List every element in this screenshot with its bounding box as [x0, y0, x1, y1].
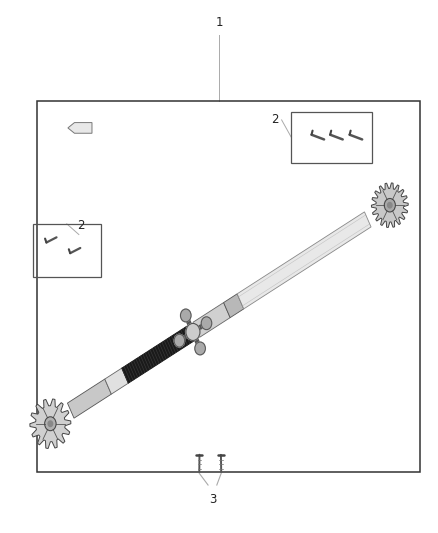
Text: 2: 2 [77, 219, 84, 232]
Polygon shape [68, 123, 92, 133]
Bar [291, 112, 372, 163]
Circle shape [384, 198, 396, 212]
Text: 1: 1 [215, 17, 223, 29]
Polygon shape [371, 183, 408, 228]
Polygon shape [237, 212, 371, 309]
Circle shape [201, 317, 212, 329]
Polygon shape [224, 294, 244, 318]
Polygon shape [67, 379, 111, 418]
Bar [33, 224, 101, 277]
Circle shape [195, 342, 205, 355]
Bar [37, 101, 420, 472]
Polygon shape [105, 368, 128, 394]
Polygon shape [193, 303, 230, 337]
Text: 3: 3 [209, 493, 216, 506]
Polygon shape [30, 399, 71, 449]
Circle shape [388, 203, 392, 208]
Circle shape [180, 309, 191, 322]
Polygon shape [122, 326, 194, 383]
Circle shape [48, 421, 53, 426]
Circle shape [174, 334, 185, 347]
Text: 2: 2 [271, 114, 278, 126]
Circle shape [45, 417, 56, 431]
Circle shape [186, 324, 200, 341]
